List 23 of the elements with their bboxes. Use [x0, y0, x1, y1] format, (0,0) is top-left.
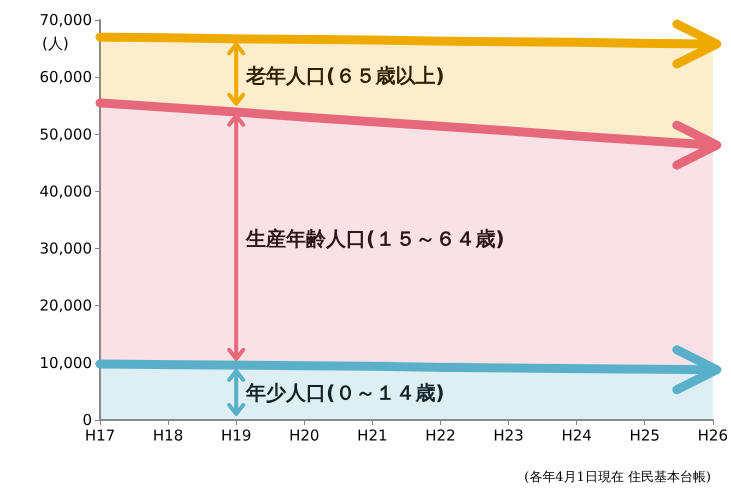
- x-tick-label: H17: [84, 426, 116, 444]
- y-tick-label: 10,000: [40, 354, 92, 372]
- text: (各年4月1日現在 住民基本台帳): [524, 470, 712, 485]
- x-tick-label: H21: [357, 426, 388, 444]
- y-tick-label: 30,000: [40, 240, 92, 258]
- x-tick-label: H23: [493, 426, 524, 444]
- y-tick-label: 0: [82, 411, 92, 429]
- x-tick-label: H20: [289, 426, 320, 444]
- x-tick-label: H18: [152, 426, 184, 444]
- y-tick-label: 60,000: [40, 68, 92, 86]
- x-tick-label: H25: [630, 426, 660, 444]
- series-label: 生産年齢人口(１５～６４歳): [245, 226, 504, 251]
- legend-label: 老年人口(６５歳以上): [245, 63, 444, 88]
- y-axis-title: (人): [42, 34, 69, 52]
- y-tick-label: 20,000: [40, 296, 92, 315]
- x-tick-label: H24: [561, 426, 592, 444]
- y-tick-label: 50,000: [40, 125, 92, 144]
- x-tick-label: H22: [425, 426, 456, 444]
- y-tick-label: 40,000: [40, 182, 92, 200]
- x-tick-label: H26: [698, 426, 728, 444]
- legend-label: 年少人口(０～１４歳): [245, 380, 444, 405]
- x-tick-label: H19: [220, 426, 252, 444]
- y-tick-label: 70,000: [40, 11, 92, 29]
